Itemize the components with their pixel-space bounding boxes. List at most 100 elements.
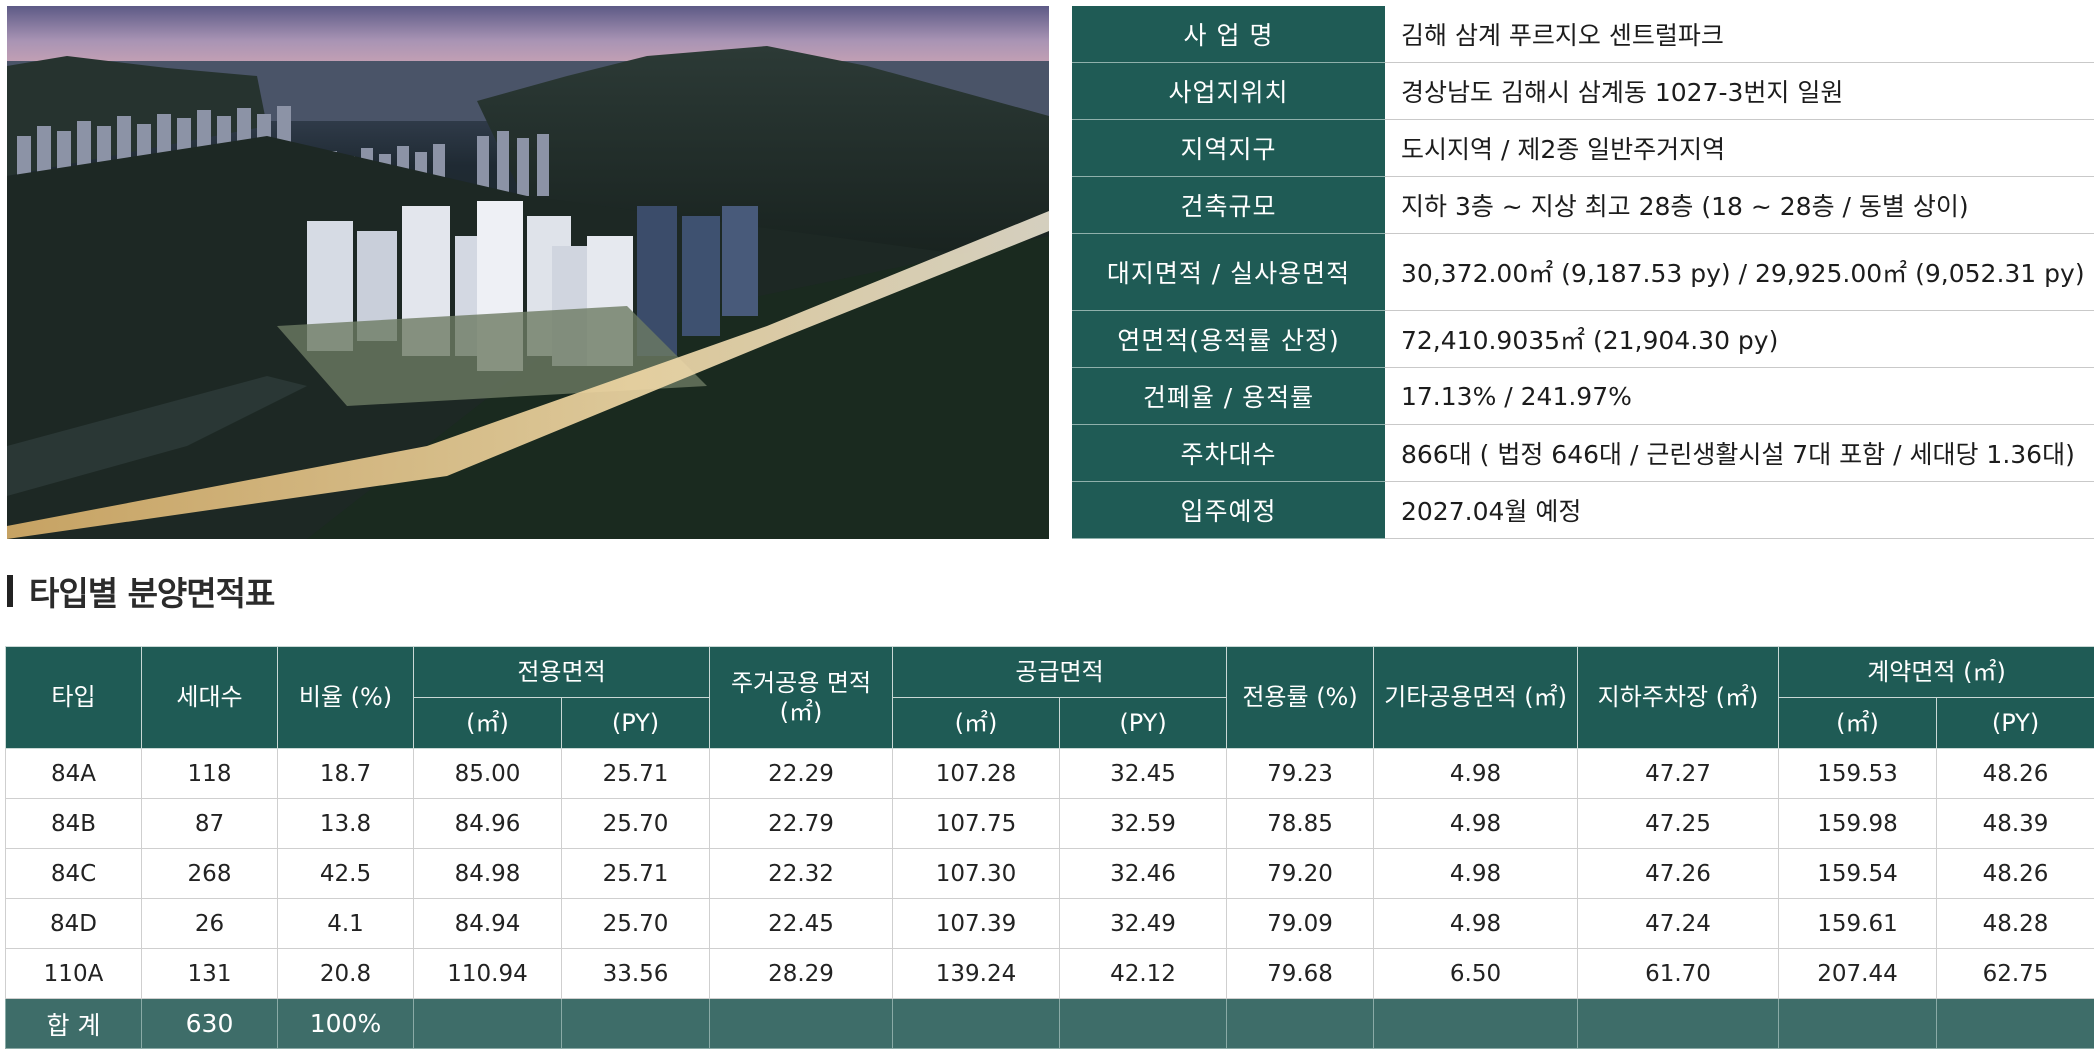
cell-exclusive-py: 25.71 <box>562 749 710 799</box>
cell-supply-m2: 139.24 <box>893 949 1060 999</box>
total-label: 합 계 <box>6 999 142 1049</box>
info-value: 30,372.00㎡ (9,187.53 py) / 29,925.00㎡ (9… <box>1385 234 2094 311</box>
cell-other-common: 4.98 <box>1374 799 1578 849</box>
cell-ratio: 42.5 <box>278 849 414 899</box>
cell-supply-m2: 107.75 <box>893 799 1060 849</box>
cell-exclusive-rate: 79.23 <box>1227 749 1374 799</box>
cell-residential-common: 22.32 <box>710 849 893 899</box>
total-households: 630 <box>142 999 278 1049</box>
cell-contract-m2: 159.53 <box>1779 749 1937 799</box>
total-empty-cell <box>1374 999 1578 1049</box>
header-ratio: 비율 (%) <box>278 647 414 749</box>
info-row-site-area: 대지면적 / 실사용면적 30,372.00㎡ (9,187.53 py) / … <box>1072 234 2094 311</box>
info-label: 대지면적 / 실사용면적 <box>1072 234 1385 311</box>
cell-other-common: 4.98 <box>1374 849 1578 899</box>
cell-exclusive-m2: 84.98 <box>414 849 562 899</box>
info-row-project-name: 사 업 명 김해 삼계 푸르지오 센트럴파크 <box>1072 6 2094 63</box>
cell-residential-common: 22.79 <box>710 799 893 849</box>
cell-exclusive-py: 25.70 <box>562 799 710 849</box>
header-households: 세대수 <box>142 647 278 749</box>
cell-parking: 61.70 <box>1578 949 1779 999</box>
cell-contract-m2: 159.98 <box>1779 799 1937 849</box>
cell-exclusive-rate: 79.68 <box>1227 949 1374 999</box>
info-label: 건폐율 / 용적률 <box>1072 368 1385 425</box>
header-unit-m2: (㎡) <box>1779 698 1937 749</box>
total-row: 합 계 630 100% <box>6 999 2094 1049</box>
cell-exclusive-py: 33.56 <box>562 949 710 999</box>
header-unit-py: (PY) <box>562 698 710 749</box>
total-empty-cell <box>414 999 562 1049</box>
cell-contract-py: 48.26 <box>1937 749 2094 799</box>
info-value: 도시지역 / 제2종 일반주거지역 <box>1385 120 2094 177</box>
total-ratio: 100% <box>278 999 414 1049</box>
cell-contract-m2: 159.54 <box>1779 849 1937 899</box>
info-value: 72,410.9035㎡ (21,904.30 py) <box>1385 311 2094 368</box>
cell-type: 110A <box>6 949 142 999</box>
cell-exclusive-rate: 79.09 <box>1227 899 1374 949</box>
aerial-render-image <box>7 6 1049 539</box>
cell-contract-m2: 207.44 <box>1779 949 1937 999</box>
cell-type: 84C <box>6 849 142 899</box>
header-unit-m2: (㎡) <box>893 698 1060 749</box>
section-title: 타입별 분양면적표 <box>29 567 274 615</box>
cell-parking: 47.24 <box>1578 899 1779 949</box>
header-residential-common: 주거공용 면적 (㎡) <box>710 647 893 749</box>
info-row-coverage-ratio: 건폐율 / 용적률 17.13% / 241.97% <box>1072 368 2094 425</box>
cell-ratio: 20.8 <box>278 949 414 999</box>
cell-parking: 47.26 <box>1578 849 1779 899</box>
info-label: 지역지구 <box>1072 120 1385 177</box>
header-type: 타입 <box>6 647 142 749</box>
info-label: 연면적(용적률 산정) <box>1072 311 1385 368</box>
total-empty-cell <box>562 999 710 1049</box>
info-row-parking: 주차대수 866대 ( 법정 646대 / 근린생활시설 7대 포함 / 세대당… <box>1072 425 2094 482</box>
info-row-gross-floor-area: 연면적(용적률 산정) 72,410.9035㎡ (21,904.30 py) <box>1072 311 2094 368</box>
cell-other-common: 6.50 <box>1374 949 1578 999</box>
cell-contract-py: 62.75 <box>1937 949 2094 999</box>
total-empty-cell <box>1937 999 2094 1049</box>
cell-supply-py: 32.45 <box>1060 749 1227 799</box>
cell-exclusive-m2: 84.94 <box>414 899 562 949</box>
header-exclusive-area: 전용면적 <box>414 647 710 698</box>
cell-households: 131 <box>142 949 278 999</box>
cell-households: 268 <box>142 849 278 899</box>
info-value: 17.13% / 241.97% <box>1385 368 2094 425</box>
info-row-move-in: 입주예정 2027.04월 예정 <box>1072 482 2094 539</box>
cell-ratio: 18.7 <box>278 749 414 799</box>
info-row-location: 사업지위치 경상남도 김해시 삼계동 1027-3번지 일원 <box>1072 63 2094 120</box>
cell-exclusive-rate: 78.85 <box>1227 799 1374 849</box>
total-empty-cell <box>1779 999 1937 1049</box>
total-empty-cell <box>1578 999 1779 1049</box>
cell-parking: 47.27 <box>1578 749 1779 799</box>
project-info-table: 사 업 명 김해 삼계 푸르지오 센트럴파크 사업지위치 경상남도 김해시 삼계… <box>1072 6 2094 539</box>
cell-type: 84A <box>6 749 142 799</box>
cell-contract-py: 48.26 <box>1937 849 2094 899</box>
table-row: 110A 131 20.8 110.94 33.56 28.29 139.24 … <box>6 949 2094 999</box>
info-value: 지하 3층 ~ 지상 최고 28층 (18 ~ 28층 / 동별 상이) <box>1385 177 2094 234</box>
cell-supply-py: 42.12 <box>1060 949 1227 999</box>
cell-contract-py: 48.28 <box>1937 899 2094 949</box>
cell-contract-m2: 159.61 <box>1779 899 1937 949</box>
total-empty-cell <box>710 999 893 1049</box>
cell-exclusive-m2: 84.96 <box>414 799 562 849</box>
cell-type: 84B <box>6 799 142 849</box>
section-heading: 타입별 분양면적표 <box>7 573 274 609</box>
info-value: 866대 ( 법정 646대 / 근린생활시설 7대 포함 / 세대당 1.36… <box>1385 425 2094 482</box>
info-label: 사업지위치 <box>1072 63 1385 120</box>
cell-exclusive-m2: 110.94 <box>414 949 562 999</box>
header-unit-py: (PY) <box>1937 698 2094 749</box>
table-row: 84D 26 4.1 84.94 25.70 22.45 107.39 32.4… <box>6 899 2094 949</box>
cell-supply-m2: 107.30 <box>893 849 1060 899</box>
cell-other-common: 4.98 <box>1374 899 1578 949</box>
cell-supply-m2: 107.28 <box>893 749 1060 799</box>
header-supply-area: 공급면적 <box>893 647 1227 698</box>
cell-residential-common: 22.45 <box>710 899 893 949</box>
total-empty-cell <box>1060 999 1227 1049</box>
cell-ratio: 4.1 <box>278 899 414 949</box>
cell-supply-m2: 107.39 <box>893 899 1060 949</box>
cell-exclusive-m2: 85.00 <box>414 749 562 799</box>
table-row: 84A 118 18.7 85.00 25.71 22.29 107.28 32… <box>6 749 2094 799</box>
info-value: 2027.04월 예정 <box>1385 482 2094 539</box>
table-row: 84C 268 42.5 84.98 25.71 22.32 107.30 32… <box>6 849 2094 899</box>
cell-exclusive-rate: 79.20 <box>1227 849 1374 899</box>
area-table: 타입 세대수 비율 (%) 전용면적 주거공용 면적 (㎡) 공급면적 전용률 … <box>5 646 2094 1049</box>
